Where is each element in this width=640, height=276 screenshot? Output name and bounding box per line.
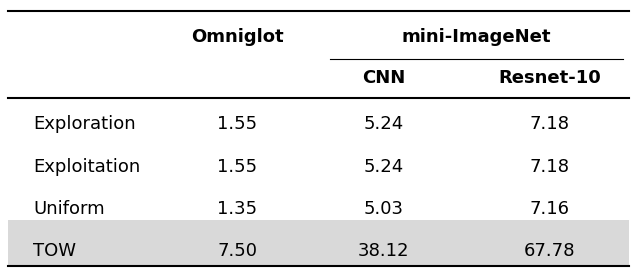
Text: 7.18: 7.18 [529,115,570,133]
Text: 7.50: 7.50 [217,242,257,260]
Text: 38.12: 38.12 [358,242,410,260]
Text: Resnet-10: Resnet-10 [498,69,601,87]
Text: 5.24: 5.24 [364,158,404,176]
Text: 1.55: 1.55 [217,158,257,176]
Text: Exploitation: Exploitation [33,158,141,176]
Text: Omniglot: Omniglot [191,28,284,46]
Text: 7.16: 7.16 [529,200,570,218]
Text: 1.55: 1.55 [217,115,257,133]
Text: mini-ImageNet: mini-ImageNet [401,28,551,46]
Text: CNN: CNN [362,69,405,87]
Text: 1.35: 1.35 [217,200,257,218]
Text: Uniform: Uniform [33,200,105,218]
Text: TOW: TOW [33,242,76,260]
Text: Exploration: Exploration [33,115,136,133]
Text: 67.78: 67.78 [524,242,575,260]
Text: 5.24: 5.24 [364,115,404,133]
Bar [8,220,629,265]
Text: 5.03: 5.03 [364,200,404,218]
Text: 7.18: 7.18 [529,158,570,176]
